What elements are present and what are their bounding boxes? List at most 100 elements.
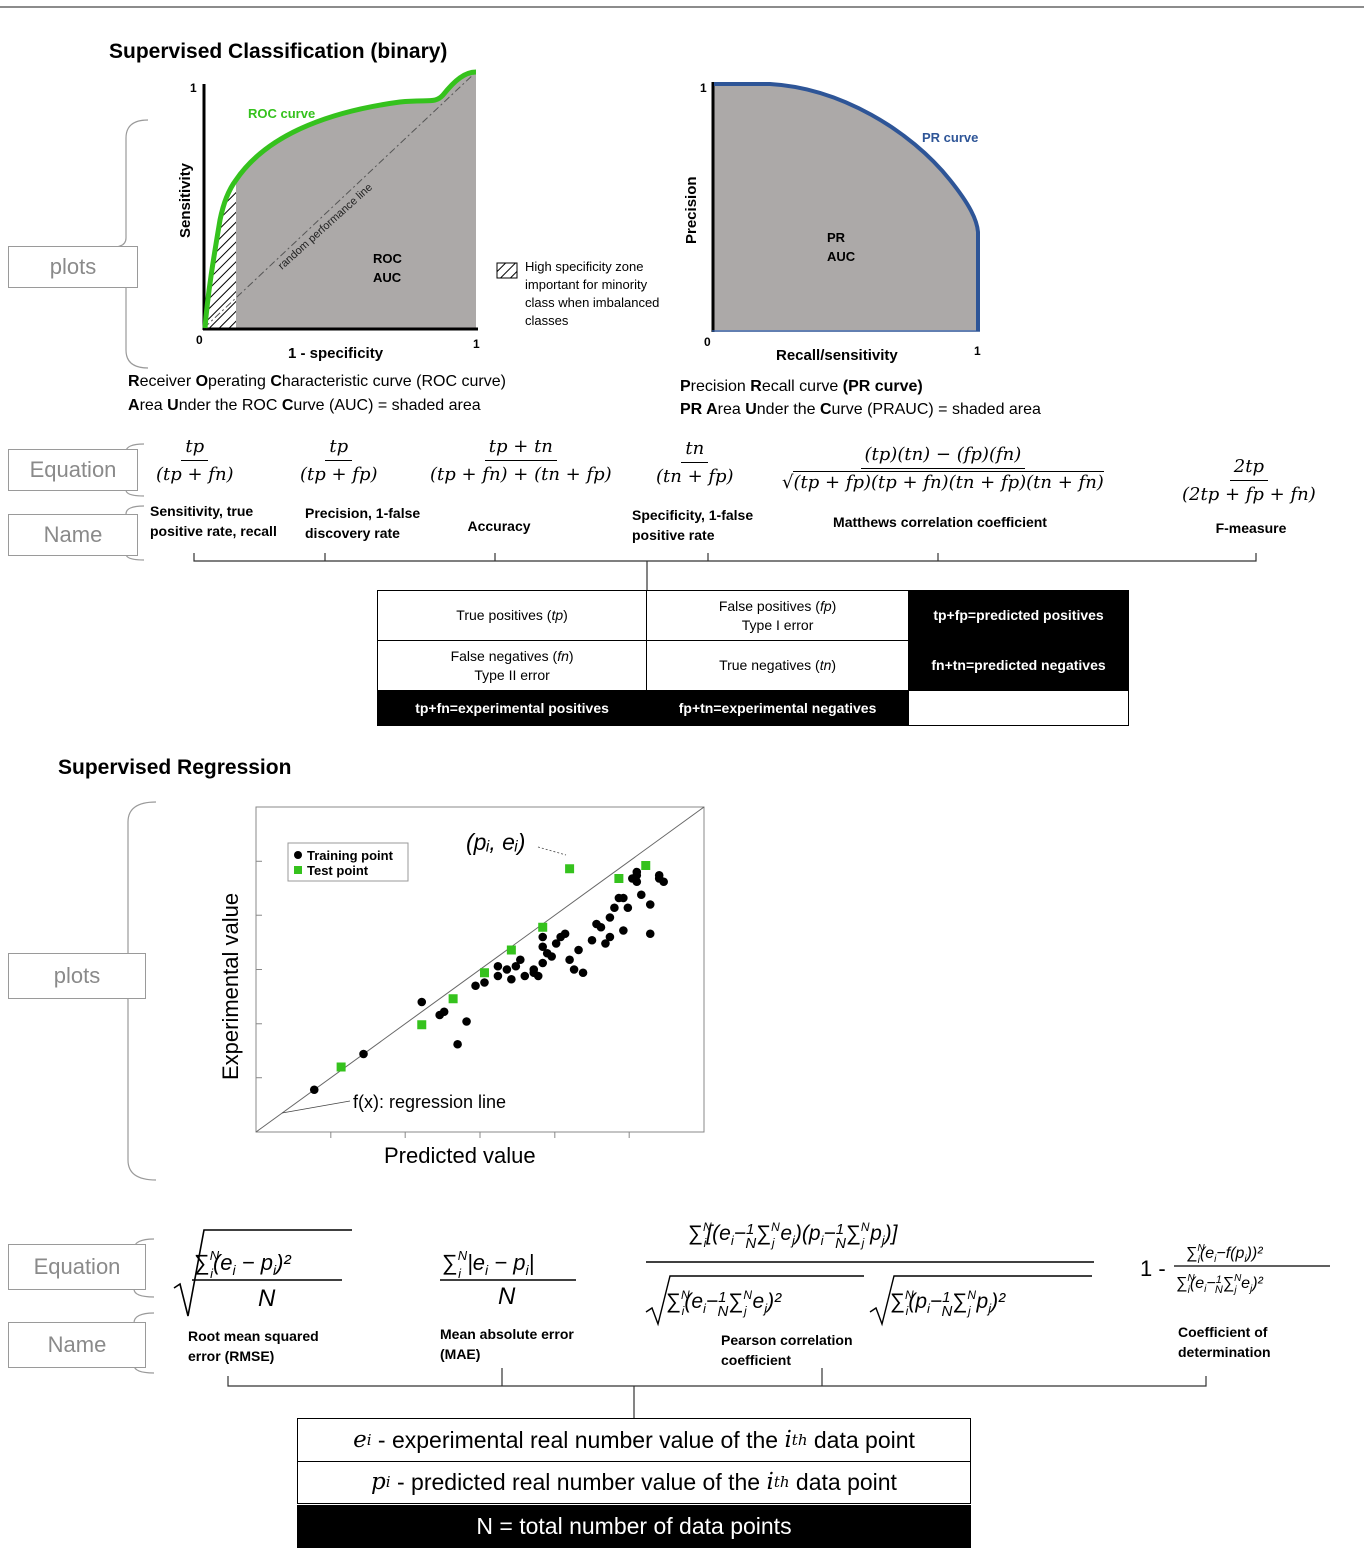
training-point [538, 932, 548, 942]
roc-hatched-zone [205, 180, 236, 328]
roc-auc-area [236, 72, 476, 328]
svg-text:∑Ni(pi−1N∑Nj pj)²: ∑N i(pi−1 N∑N j pj)² [890, 1288, 1006, 1320]
sensitivity-equation: tp (tp + fn) [156, 436, 234, 485]
roc-x-label: 1 - specificity [288, 345, 384, 362]
svg-text:1 -: 1 - [1140, 1256, 1166, 1281]
legend-training-label: Training point [307, 848, 394, 863]
rmse-equation: ∑N i(ei − pi)² N [173, 1229, 352, 1317]
svg-text:∑Ni(ei−1N∑Nj ej)²: ∑N i(ei−1 N∑N j ej)² [1176, 1273, 1264, 1296]
roc-tick-y1: 1 [190, 81, 197, 95]
rmse-name: Root mean squared error (RMSE) [188, 1328, 319, 1364]
cell-empty [908, 690, 1129, 726]
regression-connector [227, 1368, 1207, 1418]
specificity-name: Specificity, 1-false positive rate [632, 507, 754, 543]
training-point [547, 952, 556, 961]
precision-name: Precision, 1-false discovery rate [305, 505, 421, 541]
mcc-name: Matthews correlation coefficient [833, 514, 1047, 530]
regression-name-box: Name [8, 1322, 146, 1368]
training-point [471, 981, 480, 991]
training-point [453, 1039, 462, 1049]
pr-x-label: Recall/sensitivity [776, 347, 898, 364]
accuracy-equation: tp + tn (tp + fn) + (tn + fp) [430, 436, 612, 485]
regression-equations: ∑N i(ei − pi)² N ∑N i |ei − pi| N ∑N i[(ei−… [173, 1220, 1330, 1327]
legend-test-label: Test point [307, 863, 369, 878]
scatter-y-label: Experimental value [218, 893, 243, 1080]
pr-auc-label-2: AUC [827, 249, 856, 264]
cell-experimental-negatives: fp+tn=experimental negatives [646, 690, 910, 726]
regression-title: Supervised Regression [58, 756, 292, 779]
test-point [506, 945, 516, 955]
roc-caption-1: Receiver Operating Characteristic curve … [128, 373, 506, 390]
cell-true-positives: True positives (tp) [376, 590, 648, 641]
svg-text:N: N [258, 1285, 276, 1312]
legend-test-marker [294, 866, 302, 874]
training-point [520, 971, 530, 981]
test-point [538, 922, 548, 932]
training-point [569, 965, 579, 974]
training-point [538, 942, 548, 952]
r-squared-name: Coefficient of determination [1178, 1324, 1271, 1360]
precision-equation: tp (tp + fp) [300, 436, 378, 485]
pr-curve-label: PR curve [922, 130, 978, 145]
plots-box: plots [8, 246, 138, 288]
training-point [578, 968, 588, 978]
pr-auc-label-1: PR [827, 230, 846, 245]
roc-auc-label-1: ROC [373, 251, 403, 266]
accuracy-name: Accuracy [467, 518, 531, 534]
svg-text:∑Ni(ei−1N∑Nj ej)²: ∑N i(ei−1 N∑N j ej)² [666, 1288, 782, 1320]
training-point [493, 971, 503, 981]
random-performance-line [203, 71, 477, 329]
training-point [565, 955, 574, 965]
pr-plot: Precision Recall/sensitivity 1 0 1 PR cu… [683, 81, 981, 364]
training-point [493, 961, 503, 971]
plots-brace [118, 119, 149, 369]
classification-title: Supervised Classification (binary) [109, 40, 448, 63]
roc-plot: Sensitivity 1 - specificity 1 0 1 ROC cu… [177, 69, 480, 362]
training-point [560, 929, 570, 939]
regression-equation-box: Equation [8, 1244, 146, 1290]
pr-auc-area [714, 84, 978, 330]
pr-tick-y1: 1 [700, 81, 707, 95]
test-point [614, 874, 624, 883]
confusion-matrix: True positives (tp) False positives (fp)… [376, 590, 1129, 726]
roc-curve [202, 69, 477, 329]
specificity-equation: tn (tn + fp) [656, 438, 734, 487]
training-point [623, 903, 633, 913]
pr-y-label: Precision [683, 176, 700, 244]
training-point [439, 1007, 449, 1017]
svg-text:∑Ni(ei−f(pi))²: ∑N i(ei−f(pi))² [1186, 1243, 1263, 1266]
training-point [632, 877, 642, 887]
mae-name: Mean absolute error (MAE) [440, 1326, 574, 1362]
training-point [516, 955, 525, 965]
pr-tick-x1: 1 [974, 344, 981, 358]
test-point [336, 1062, 346, 1072]
cell-false-positives: False positives (fp) Type I error [646, 590, 910, 641]
scatter-x-label: Predicted value [384, 1143, 536, 1168]
training-point [587, 935, 597, 945]
hatch-legend-line: important for minority [525, 277, 648, 292]
cell-experimental-positives: tp+fn=experimental positives [376, 690, 648, 726]
training-point [533, 971, 543, 981]
training-point [605, 913, 615, 922]
training-point [511, 961, 521, 971]
cell-false-negatives: False negatives (fn) Type II error [376, 640, 648, 691]
definition-n: N = total number of data points [297, 1505, 971, 1548]
training-point [551, 939, 561, 948]
training-point [659, 877, 668, 887]
point-annotation: (pᵢ, eᵢ) [466, 829, 525, 855]
pr-tick-0: 0 [704, 335, 711, 349]
hatch-legend-line: classes [525, 313, 569, 328]
scatter-legend [287, 842, 409, 882]
sensitivity-name: Sensitivity, true positive rate, recall [150, 503, 277, 539]
pr-curve [714, 82, 980, 331]
mcc-denominator: √(tp + fp)(tp + fn)(tn + fp)(tn + fn) [782, 471, 1104, 493]
training-point [502, 965, 512, 974]
training-point [636, 890, 646, 900]
roc-tick-0: 0 [196, 333, 203, 347]
mae-equation: ∑N i |ei − pi| N [440, 1248, 576, 1310]
roc-auc-label-2: AUC [373, 270, 402, 285]
test-point [479, 968, 489, 978]
f-measure-name: F-measure [1215, 520, 1287, 536]
training-point [574, 945, 583, 955]
